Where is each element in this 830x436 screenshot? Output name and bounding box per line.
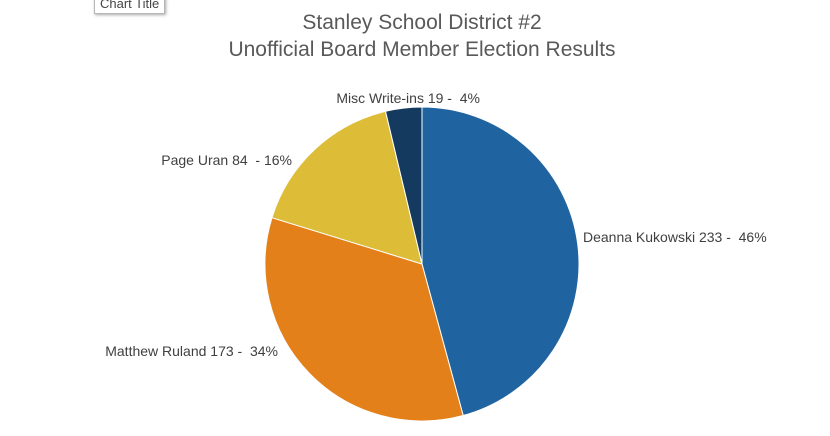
chart-title-line-1: Stanley School District #2	[302, 11, 542, 34]
chart-title-line-2: Unofficial Board Member Election Results	[228, 38, 616, 61]
data-label-matthew-ruland: Matthew Ruland 173 - 34%	[105, 343, 278, 359]
pie-data-labels: Deanna Kukowski 233 - 46% Matthew Ruland …	[105, 90, 766, 359]
pie-slice-misc-write-ins[interactable]	[384, 106, 423, 265]
pie-slice-deanna-kukowski[interactable]	[421, 106, 580, 417]
data-label-deanna-kukowski: Deanna Kukowski 233 - 46%	[583, 229, 767, 245]
pie-slice-page-uran[interactable]	[271, 110, 423, 265]
pie-slices	[264, 106, 580, 422]
data-label-misc-write-ins: Misc Write-ins 19 - 4%	[336, 90, 480, 106]
data-label-page-uran: Page Uran 84 - 16%	[161, 152, 292, 168]
chart-title-tooltip: Chart Title	[94, 0, 166, 14]
chart-title: Stanley School District #2 Unofficial Bo…	[0, 9, 830, 63]
pie-slice-matthew-ruland[interactable]	[264, 217, 464, 422]
